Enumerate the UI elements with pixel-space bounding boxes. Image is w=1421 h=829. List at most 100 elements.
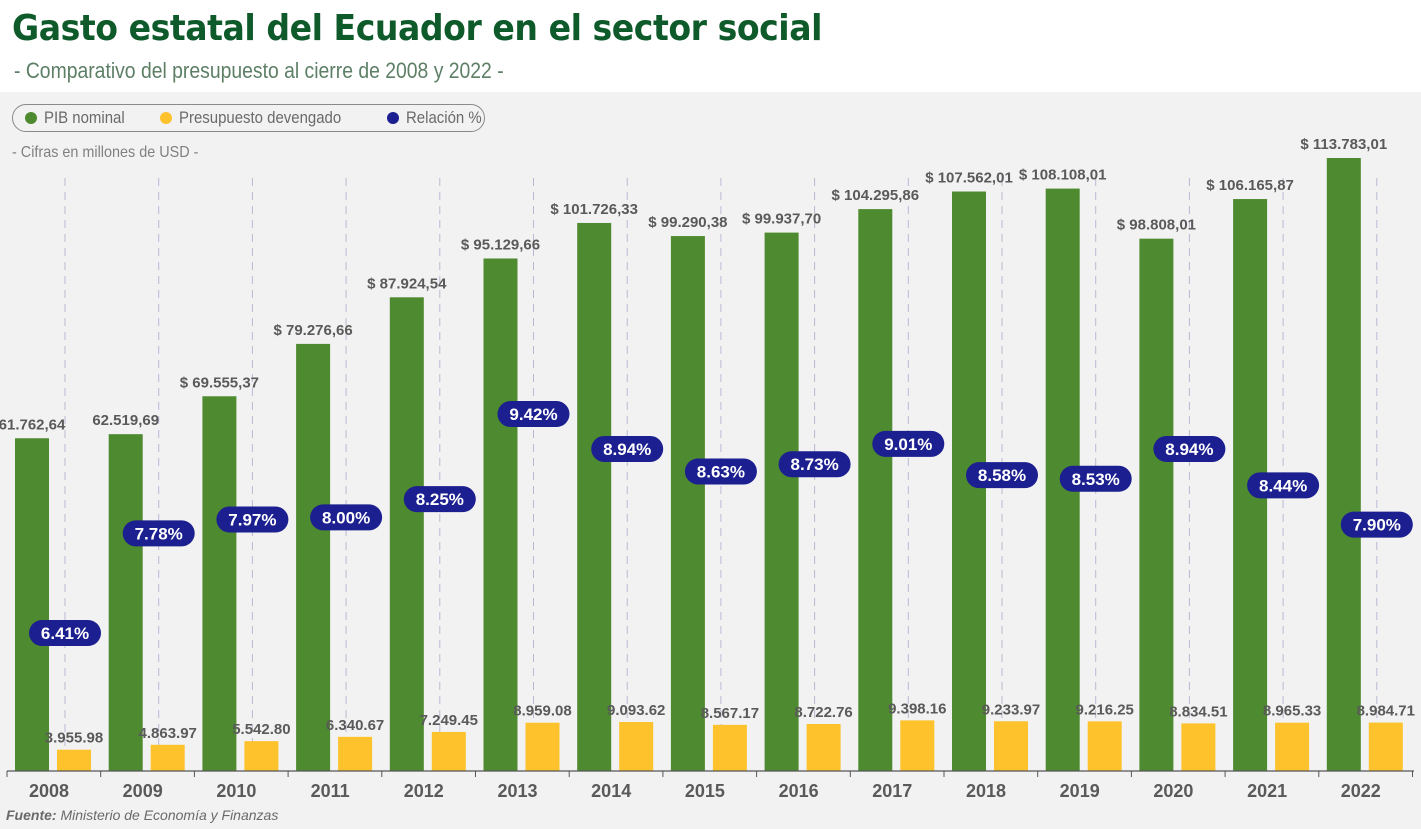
budget-value-label: 9.398.16 xyxy=(888,700,946,717)
budget-value-label: 8.834.51 xyxy=(1169,703,1227,720)
ratio-label: 8.73% xyxy=(790,455,838,474)
ratio-label: 6.41% xyxy=(41,624,89,643)
ratio-label: 8.00% xyxy=(322,508,370,527)
pib-bar xyxy=(389,297,424,771)
x-tick-label: 2013 xyxy=(497,781,537,801)
source-label: Fuente: xyxy=(6,807,57,823)
x-tick-label: 2021 xyxy=(1247,781,1287,801)
budget-value-label: 3.955.98 xyxy=(45,730,103,747)
budget-bar xyxy=(338,736,373,771)
budget-value-label: 8.722.76 xyxy=(794,704,852,721)
x-tick-label: 2017 xyxy=(872,781,912,801)
budget-value-label: 9.216.25 xyxy=(1076,701,1134,718)
x-tick-label: 2015 xyxy=(685,781,725,801)
x-tick-label: 2014 xyxy=(591,781,631,801)
pib-value-label: $ 113.783,01 xyxy=(1300,136,1387,153)
x-tick-label: 2022 xyxy=(1341,781,1381,801)
ratio-pill xyxy=(216,506,289,533)
pib-value-label: $ 104.295,86 xyxy=(832,187,920,204)
pib-value-label: $ 108.108,01 xyxy=(1019,167,1107,184)
budget-value-label: 7.249.45 xyxy=(420,712,478,729)
budget-value-label: 8.959.08 xyxy=(513,703,571,720)
pib-value-label: $ 69.555,37 xyxy=(180,374,259,391)
ratio-pill xyxy=(403,486,476,513)
budget-bar xyxy=(712,724,747,771)
ratio-label: 9.42% xyxy=(509,405,557,424)
budget-value-label: 4.863.97 xyxy=(139,725,197,742)
ratio-pill xyxy=(591,435,664,462)
budget-value-label: 8.984.71 xyxy=(1357,703,1415,720)
ratio-pill xyxy=(872,430,945,457)
source-text: Ministerio de Economía y Finanzas xyxy=(60,807,279,823)
budget-bar xyxy=(1275,722,1310,771)
ratio-label: 7.90% xyxy=(1353,516,1401,535)
x-tick-label: 2010 xyxy=(216,781,256,801)
pib-value-label: $ 106.165,87 xyxy=(1206,177,1294,194)
legend-label-pib: PIB nominal xyxy=(44,108,125,127)
budget-bar xyxy=(900,720,935,771)
pib-value-label: $ 98.808,01 xyxy=(1117,217,1196,234)
ratio-pill xyxy=(684,458,757,485)
budget-bar xyxy=(1181,723,1216,771)
pib-bar xyxy=(1326,158,1361,771)
ratio-label: 7.97% xyxy=(228,511,276,530)
ratio-pill xyxy=(1340,511,1413,538)
ratio-label: 8.63% xyxy=(697,462,745,481)
budget-value-label: 5.542.80 xyxy=(232,721,290,738)
budget-bar xyxy=(1087,721,1122,771)
x-tick-label: 2012 xyxy=(404,781,444,801)
ratio-label: 8.25% xyxy=(416,490,464,509)
ratio-label: 8.58% xyxy=(978,466,1026,485)
legend-swatch-pib xyxy=(25,112,37,124)
pib-bar xyxy=(108,434,143,771)
pib-value-label: $ 99.290,38 xyxy=(648,214,727,231)
ratio-pill xyxy=(310,504,383,531)
legend-item-pib: PIB nominal xyxy=(25,108,136,128)
ratio-pill xyxy=(497,401,570,428)
ratio-label: 8.53% xyxy=(1072,470,1120,489)
budget-bar xyxy=(57,749,91,771)
legend-label-budget: Presupuesto devengado xyxy=(178,108,341,127)
pib-value-label: $ 99.937,70 xyxy=(742,211,821,228)
pib-bar xyxy=(202,396,237,771)
x-tick-label: 2009 xyxy=(123,781,163,801)
chart-title: Gasto estatal del Ecuador en el sector s… xyxy=(12,8,822,49)
pib-value-label: $ 95.129,66 xyxy=(461,236,540,253)
ratio-label: 8.94% xyxy=(1165,440,1213,459)
ratio-pill xyxy=(778,451,851,478)
pib-value-label: $ 107.562,01 xyxy=(925,170,1013,187)
ratio-pill xyxy=(1059,465,1132,492)
ratio-pill xyxy=(29,620,101,646)
ratio-pill xyxy=(966,462,1038,489)
pib-value-label: 62.519,69 xyxy=(92,412,159,429)
ratio-label: 9.01% xyxy=(884,435,932,454)
ratio-label: 8.44% xyxy=(1259,476,1307,495)
x-tick-label: 2019 xyxy=(1060,781,1100,801)
pib-bar xyxy=(858,209,893,772)
budget-bar xyxy=(994,721,1028,771)
ratio-pill xyxy=(1153,435,1226,462)
chart-subtitle: - Comparativo del presupuesto al cierre … xyxy=(14,58,504,83)
budget-value-label: 8.567.17 xyxy=(701,705,759,722)
legend-label-ratio: Relación % xyxy=(405,108,482,127)
header: Gasto estatal del Ecuador en el sector s… xyxy=(0,0,1421,92)
budget-bar xyxy=(244,741,279,771)
budget-bar xyxy=(525,722,560,771)
pib-value-label: $ 87.924,54 xyxy=(367,275,447,292)
pib-bar xyxy=(764,232,799,771)
x-tick-label: 2008 xyxy=(29,781,69,801)
x-tick-label: 2020 xyxy=(1153,781,1193,801)
pib-bar xyxy=(483,258,518,771)
pib-bar xyxy=(15,438,49,771)
pib-bar xyxy=(577,222,612,772)
ratio-label: 7.78% xyxy=(135,524,183,543)
budget-bar xyxy=(1368,722,1403,771)
units-note: - Cifras en millones de USD - xyxy=(12,144,199,161)
pib-value-label: $ 79.276,66 xyxy=(273,322,352,339)
legend-swatch-ratio xyxy=(386,112,399,124)
pib-value-label: 61.762,64 xyxy=(0,416,66,433)
pib-bar xyxy=(296,343,331,771)
budget-value-label: 9.233.97 xyxy=(982,701,1040,718)
legend-item-ratio: Relación % xyxy=(386,108,492,128)
